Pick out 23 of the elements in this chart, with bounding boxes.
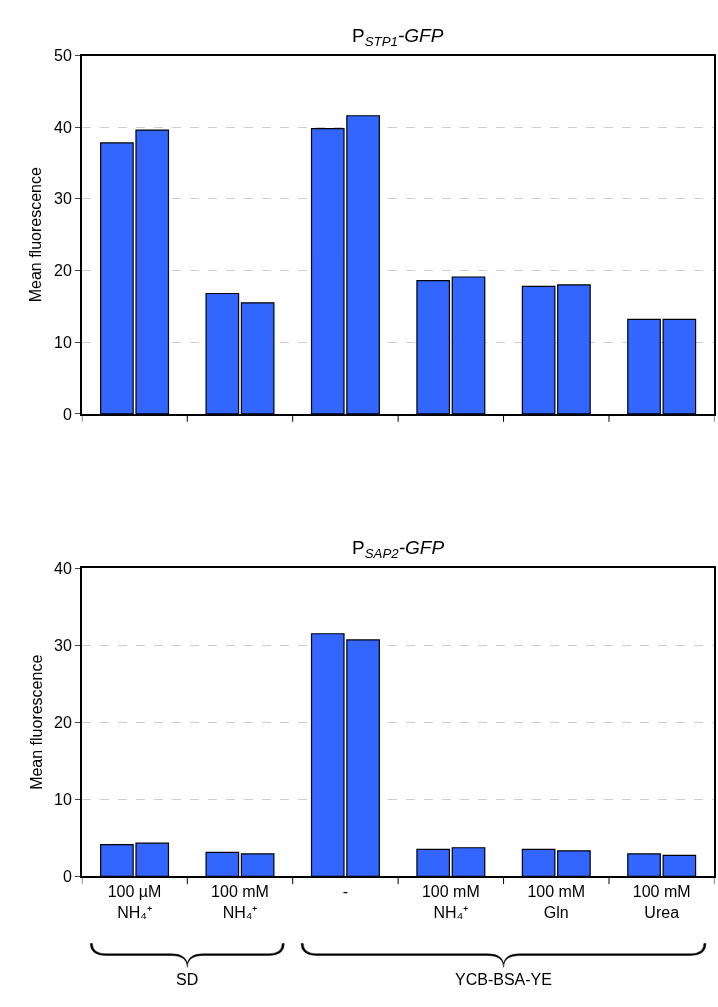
y-tick-label: 0 <box>63 867 72 885</box>
text: YCB-BSA-YE <box>455 971 552 988</box>
y-axis-title: Mean fluorescence <box>27 654 45 790</box>
y-tick-label: 20 <box>54 262 72 280</box>
text: SD <box>176 971 199 988</box>
y-tick-label: 40 <box>54 559 72 577</box>
chart-title: P$_{STP1}$-GFP <box>352 25 444 49</box>
y-tick-label: 10 <box>54 790 72 808</box>
y-tick-label: 0 <box>63 405 72 423</box>
y-tick-label: 30 <box>54 190 72 208</box>
x-tick-label: 100 mM Urea <box>632 883 691 921</box>
x-tick-label: 100 µM NH₄⁺ <box>107 883 162 921</box>
x-tick-label: 100 mM Gln <box>527 883 586 921</box>
x-tick-label: - <box>342 883 349 901</box>
y-tick-label: 30 <box>54 636 72 654</box>
y-axis-title: Mean fluorescence <box>27 167 45 303</box>
y-tick-label: 20 <box>54 713 72 731</box>
chart-title: P$_{SAP2}$-GFP <box>352 537 445 561</box>
y-tick-label: 40 <box>54 118 72 136</box>
x-tick-label: 100 mM NH₄⁺ <box>421 883 480 921</box>
y-tick-label: 10 <box>54 333 72 351</box>
x-tick-label: 100 mM NH₄⁺ <box>211 883 269 921</box>
y-tick-label: 50 <box>54 47 72 65</box>
